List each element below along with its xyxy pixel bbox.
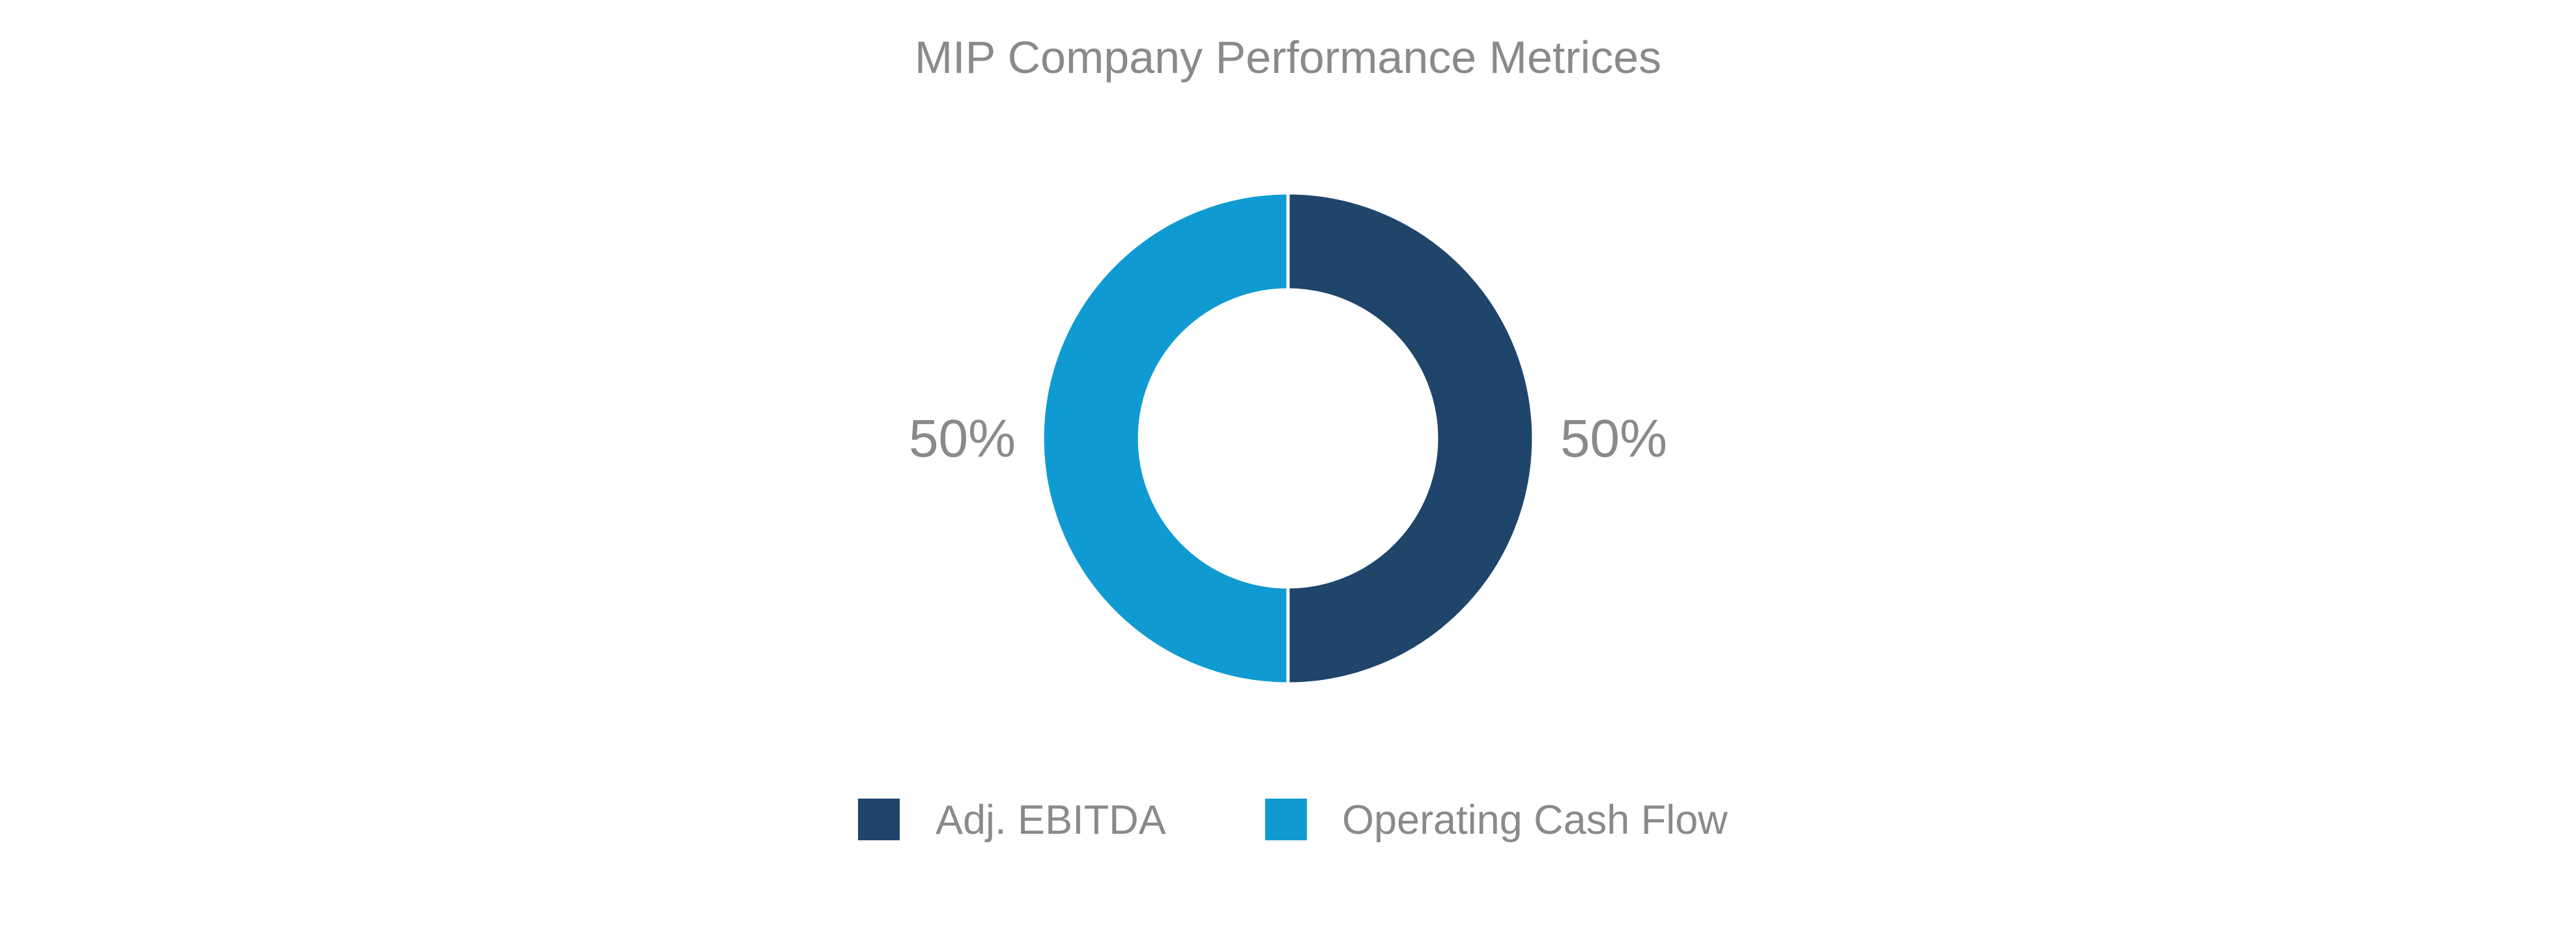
data-label-operating-cash-flow: 50% (909, 409, 1016, 468)
donut-slices (1040, 191, 1536, 686)
slice-operating-cash-flow (1040, 191, 1290, 686)
slice-adj-ebitda (1286, 191, 1536, 686)
data-labels: 50% 50% (909, 409, 1667, 468)
legend-swatch-adj-ebitda (858, 799, 900, 840)
legend: Adj. EBITDA Operating Cash Flow (858, 797, 1728, 843)
chart-title: MIP Company Performance Metrices (915, 32, 1661, 83)
legend-label-adj-ebitda: Adj. EBITDA (936, 797, 1166, 843)
legend-label-operating-cash-flow: Operating Cash Flow (1342, 797, 1728, 843)
legend-swatch-operating-cash-flow (1265, 799, 1307, 840)
data-label-adj-ebitda: 50% (1560, 409, 1667, 468)
